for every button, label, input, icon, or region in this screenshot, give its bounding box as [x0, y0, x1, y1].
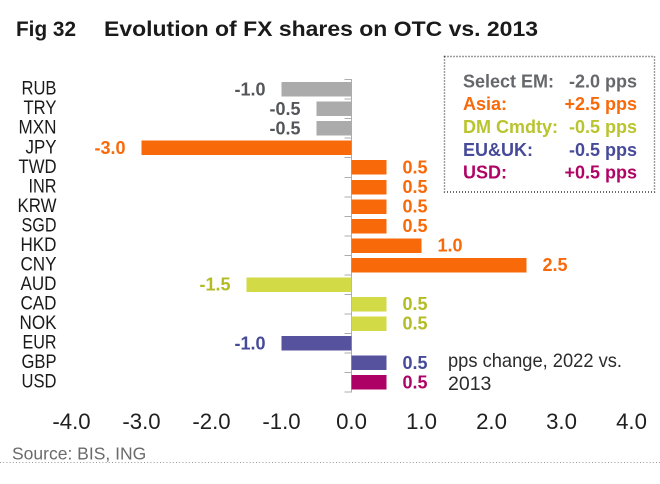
svg-text:-1.0: -1.0 — [234, 79, 265, 99]
svg-text:1.0: 1.0 — [438, 236, 463, 256]
svg-text:1.0: 1.0 — [406, 409, 437, 434]
svg-text:2.5: 2.5 — [543, 255, 568, 275]
svg-text:-4.0: -4.0 — [52, 409, 90, 434]
svg-text:0.5: 0.5 — [403, 197, 428, 217]
svg-text:Select EM:: Select EM: — [463, 71, 554, 91]
svg-text:CAD: CAD — [21, 294, 57, 315]
svg-text:-1.0: -1.0 — [262, 409, 300, 434]
svg-text:EU&UK:: EU&UK: — [463, 140, 533, 160]
svg-text:TWD: TWD — [19, 157, 57, 178]
svg-text:KRW: KRW — [18, 196, 57, 217]
svg-text:3.0: 3.0 — [546, 409, 577, 434]
svg-text:-2.0 pps: -2.0 pps — [569, 71, 637, 91]
svg-text:Fig 32: Fig 32 — [16, 17, 76, 41]
svg-text:0.5: 0.5 — [403, 157, 428, 177]
svg-text:GBP: GBP — [22, 352, 57, 373]
svg-text:0.5: 0.5 — [403, 372, 428, 392]
svg-text:2013: 2013 — [448, 373, 491, 395]
svg-text:0.0: 0.0 — [336, 409, 367, 434]
svg-text:AUD: AUD — [21, 274, 57, 295]
svg-text:-1.0: -1.0 — [234, 333, 265, 353]
svg-text:CNY: CNY — [21, 254, 57, 275]
svg-text:-0.5: -0.5 — [269, 118, 300, 138]
svg-text:0.5: 0.5 — [403, 294, 428, 314]
svg-text:SGD: SGD — [22, 215, 57, 236]
svg-text:USD:: USD: — [463, 163, 507, 183]
svg-text:Asia:: Asia: — [463, 94, 507, 114]
svg-text:-3.0: -3.0 — [122, 409, 160, 434]
svg-text:0.5: 0.5 — [403, 216, 428, 236]
svg-text:0.5: 0.5 — [403, 177, 428, 197]
svg-text:TRY: TRY — [24, 98, 57, 119]
svg-text:USD: USD — [22, 372, 57, 393]
svg-text:-0.5: -0.5 — [269, 99, 300, 119]
svg-text:Source: BIS, ING: Source: BIS, ING — [12, 444, 146, 464]
svg-text:MXN: MXN — [19, 118, 57, 139]
svg-text:-1.5: -1.5 — [199, 275, 230, 295]
svg-text:NOK: NOK — [20, 313, 57, 334]
svg-text:0.5: 0.5 — [403, 314, 428, 334]
svg-text:4.0: 4.0 — [616, 409, 647, 434]
svg-text:-3.0: -3.0 — [94, 138, 125, 158]
svg-text:EUR: EUR — [23, 333, 57, 354]
svg-text:JPY: JPY — [26, 137, 57, 158]
svg-text:pps change, 2022 vs.: pps change, 2022 vs. — [448, 350, 622, 372]
svg-text:HKD: HKD — [21, 235, 57, 256]
svg-text:-0.5 pps: -0.5 pps — [569, 140, 637, 160]
svg-text:+2.5 pps: +2.5 pps — [564, 94, 637, 114]
svg-text:RUB: RUB — [22, 79, 57, 100]
svg-text:+0.5 pps: +0.5 pps — [564, 163, 637, 183]
svg-text:-0.5 pps: -0.5 pps — [569, 117, 637, 137]
svg-text:INR: INR — [29, 176, 57, 197]
svg-text:-2.0: -2.0 — [192, 409, 230, 434]
svg-text:Evolution of FX shares on OTC: Evolution of FX shares on OTC vs. 2013 — [104, 17, 538, 41]
svg-text:DM Cmdty:: DM Cmdty: — [463, 117, 558, 137]
svg-text:2.0: 2.0 — [476, 409, 507, 434]
svg-text:0.5: 0.5 — [403, 353, 428, 373]
